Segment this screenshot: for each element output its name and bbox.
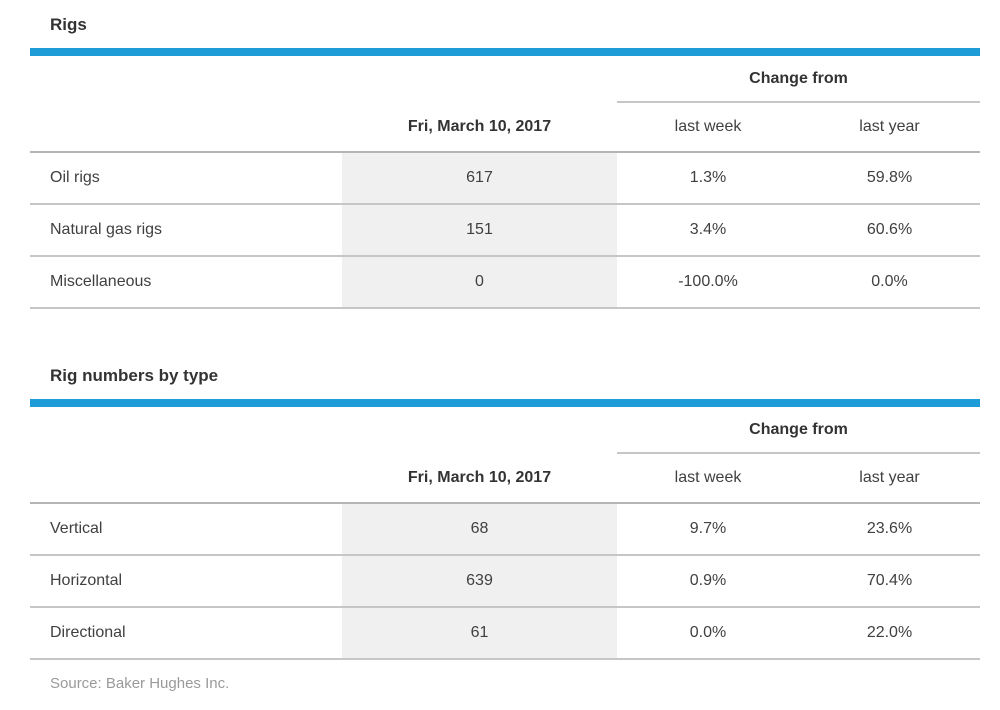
change-from-header: Change from bbox=[617, 403, 981, 454]
empty-header-cell bbox=[30, 102, 342, 153]
date-column-header: Fri, March 10, 2017 bbox=[342, 102, 617, 153]
date-column-header: Fri, March 10, 2017 bbox=[342, 453, 617, 504]
row-value: 0 bbox=[342, 256, 617, 308]
change-from-row: Change from bbox=[30, 52, 981, 103]
column-header-row: Fri, March 10, 2017 last week last year bbox=[30, 102, 981, 153]
row-label: Miscellaneous bbox=[50, 273, 152, 290]
row-label: Directional bbox=[50, 624, 126, 641]
row-change-last-week: 0.9% bbox=[689, 572, 727, 589]
rig-numbers-by-type-section: Rig numbers by type Change from Fri, Mar… bbox=[30, 365, 981, 660]
column-header-row: Fri, March 10, 2017 last week last year bbox=[30, 453, 981, 504]
section-title-rig-numbers-by-type: Rig numbers by type bbox=[50, 366, 219, 385]
table-row-oil-rigs: Oil rigs 617 1.3% 59.8% bbox=[30, 152, 981, 204]
row-change-last-year: 59.8% bbox=[866, 169, 913, 186]
empty-header-cell bbox=[30, 52, 617, 102]
row-label: Oil rigs bbox=[50, 169, 100, 186]
table-row-miscellaneous: Miscellaneous 0 -100.0% 0.0% bbox=[30, 256, 981, 308]
change-from-header: Change from bbox=[617, 52, 981, 103]
last-week-column-header: last week bbox=[617, 453, 799, 504]
row-change-last-year: 23.6% bbox=[866, 520, 913, 537]
table-row-vertical: Vertical 68 9.7% 23.6% bbox=[30, 503, 981, 555]
section-title-rigs: Rigs bbox=[50, 15, 87, 34]
row-change-last-week: 0.0% bbox=[689, 624, 727, 641]
last-week-column-header: last week bbox=[617, 102, 799, 153]
empty-header-cell bbox=[30, 453, 342, 504]
row-value: 151 bbox=[342, 204, 617, 256]
rigs-section: Rigs Change from Fri, March 10, 2017 las… bbox=[30, 14, 981, 309]
last-year-column-header: last year bbox=[799, 102, 981, 153]
row-change-last-year: 70.4% bbox=[866, 572, 913, 589]
row-change-last-year: 60.6% bbox=[866, 221, 913, 238]
row-value: 617 bbox=[342, 152, 617, 204]
row-change-last-year: 22.0% bbox=[866, 624, 913, 641]
table-row-horizontal: Horizontal 639 0.9% 70.4% bbox=[30, 555, 981, 607]
row-value: 68 bbox=[342, 503, 617, 555]
row-change-last-week: -100.0% bbox=[678, 273, 738, 290]
rigs-table: Change from Fri, March 10, 2017 last wee… bbox=[30, 48, 981, 309]
row-change-last-year: 0.0% bbox=[871, 273, 908, 290]
row-label: Horizontal bbox=[50, 572, 123, 589]
table-row-directional: Directional 61 0.0% 22.0% bbox=[30, 607, 981, 659]
source-note: Source: Baker Hughes Inc. bbox=[50, 675, 230, 692]
row-change-last-week: 3.4% bbox=[689, 221, 727, 238]
change-from-row: Change from bbox=[30, 403, 981, 454]
row-value: 61 bbox=[342, 607, 617, 659]
empty-header-cell bbox=[30, 403, 617, 453]
table-row-natural-gas-rigs: Natural gas rigs 151 3.4% 60.6% bbox=[30, 204, 981, 256]
row-value: 639 bbox=[342, 555, 617, 607]
last-year-column-header: last year bbox=[799, 453, 981, 504]
rig-numbers-by-type-table: Change from Fri, March 10, 2017 last wee… bbox=[30, 399, 981, 660]
row-label: Natural gas rigs bbox=[50, 221, 163, 238]
row-change-last-week: 1.3% bbox=[689, 169, 727, 186]
row-label: Vertical bbox=[50, 520, 103, 537]
row-change-last-week: 9.7% bbox=[689, 520, 727, 537]
